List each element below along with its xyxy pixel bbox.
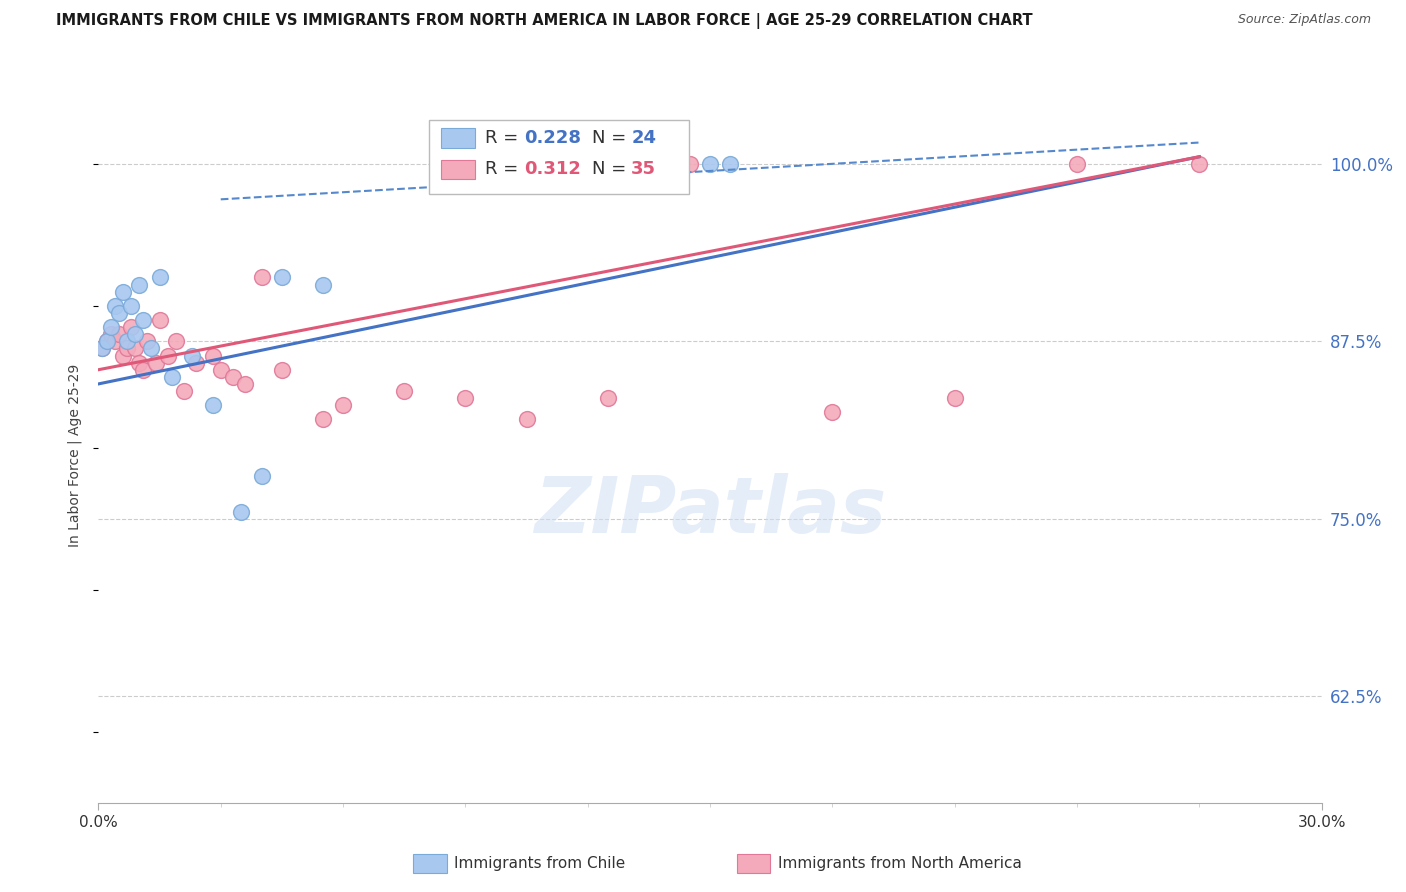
Text: R =: R = xyxy=(485,129,524,147)
Point xyxy=(91,342,114,356)
Point xyxy=(270,270,294,285)
Point xyxy=(128,356,150,370)
Point xyxy=(124,327,146,342)
Text: Source: ZipAtlas.com: Source: ZipAtlas.com xyxy=(1237,13,1371,27)
Point xyxy=(108,306,131,320)
Text: Immigrants from North America: Immigrants from North America xyxy=(778,856,1021,871)
Point xyxy=(111,349,134,363)
Point xyxy=(120,320,142,334)
Point xyxy=(128,277,150,292)
Point xyxy=(100,320,122,334)
Point xyxy=(679,157,702,171)
Point xyxy=(699,157,721,171)
Point xyxy=(156,349,179,363)
Point xyxy=(231,505,253,519)
Point xyxy=(115,334,138,349)
Point xyxy=(165,334,187,349)
Point xyxy=(136,334,159,349)
Text: N =: N = xyxy=(592,129,631,147)
Point xyxy=(96,334,118,349)
Point xyxy=(104,299,127,313)
Text: R =: R = xyxy=(485,161,524,178)
Point xyxy=(638,157,661,171)
Point xyxy=(233,376,256,391)
Point xyxy=(111,285,134,299)
Point xyxy=(160,369,183,384)
Point xyxy=(91,342,114,356)
Point xyxy=(312,412,335,426)
Point xyxy=(145,356,167,370)
Point xyxy=(149,313,172,327)
Point xyxy=(454,391,477,405)
Point xyxy=(658,157,681,171)
Point xyxy=(250,270,273,285)
Point xyxy=(1188,157,1211,171)
Point xyxy=(209,362,232,376)
Point xyxy=(96,334,118,349)
Point xyxy=(312,277,335,292)
Point xyxy=(596,391,619,405)
Point xyxy=(821,405,844,419)
Y-axis label: In Labor Force | Age 25-29: In Labor Force | Age 25-29 xyxy=(67,363,83,547)
Point xyxy=(250,469,273,483)
Point xyxy=(186,356,208,370)
Point xyxy=(516,412,538,426)
Point xyxy=(108,327,131,342)
Point xyxy=(120,299,142,313)
Point xyxy=(201,398,224,412)
Point xyxy=(943,391,966,405)
Point xyxy=(1066,157,1088,171)
Point xyxy=(132,362,155,376)
Text: N =: N = xyxy=(592,161,631,178)
Point xyxy=(392,384,416,398)
Text: IMMIGRANTS FROM CHILE VS IMMIGRANTS FROM NORTH AMERICA IN LABOR FORCE | AGE 25-2: IMMIGRANTS FROM CHILE VS IMMIGRANTS FROM… xyxy=(56,13,1033,29)
Point xyxy=(100,327,122,342)
Point xyxy=(132,313,155,327)
Point xyxy=(270,362,294,376)
Point xyxy=(720,157,742,171)
Text: 0.228: 0.228 xyxy=(524,129,582,147)
Text: Immigrants from Chile: Immigrants from Chile xyxy=(454,856,626,871)
Point xyxy=(181,349,204,363)
Point xyxy=(173,384,195,398)
Point xyxy=(201,349,224,363)
Point xyxy=(104,334,127,349)
Text: 35: 35 xyxy=(631,161,657,178)
Text: 24: 24 xyxy=(631,129,657,147)
Point xyxy=(222,369,245,384)
Point xyxy=(141,342,163,356)
Point xyxy=(124,342,146,356)
Point xyxy=(332,398,354,412)
Point xyxy=(115,342,138,356)
Text: ZIPatlas: ZIPatlas xyxy=(534,473,886,549)
Point xyxy=(149,270,172,285)
Text: 0.312: 0.312 xyxy=(524,161,581,178)
